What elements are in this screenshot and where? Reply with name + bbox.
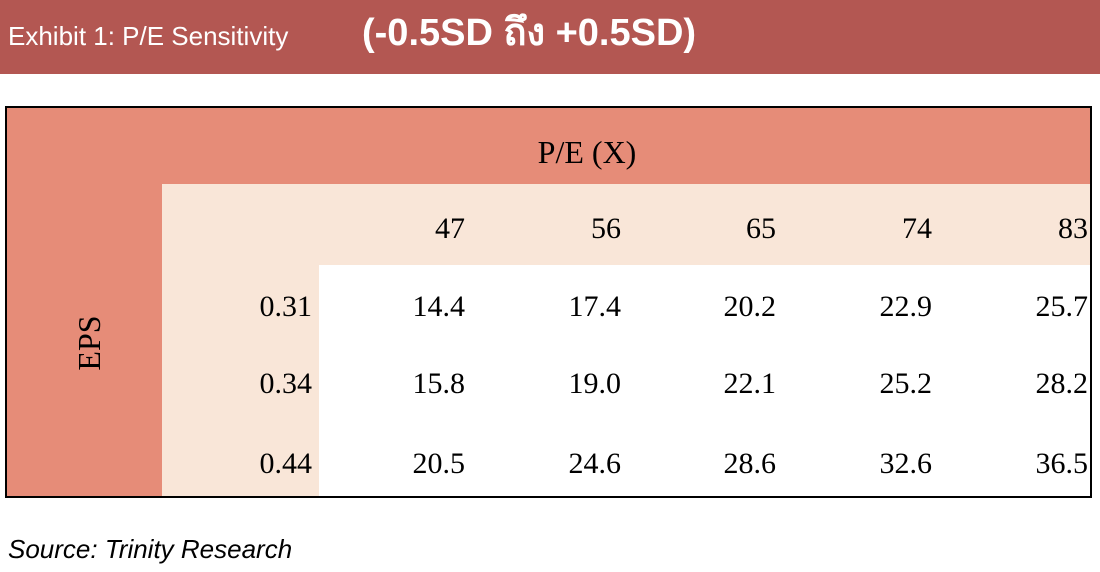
- table-cell: 25.7: [1035, 290, 1089, 323]
- table-cell: 14.4: [412, 290, 466, 323]
- table-body: [319, 265, 1090, 496]
- exhibit-title: Exhibit 1: P/E Sensitivity: [8, 21, 289, 51]
- table-cell: 22.9: [879, 290, 933, 323]
- eps-row-header: 0.44: [259, 447, 313, 480]
- pe-header-cell: 65: [746, 212, 776, 245]
- pe-header-cell: 83: [1058, 212, 1088, 245]
- table-cell: 22.1: [723, 367, 777, 400]
- table-cell: 17.4: [568, 290, 622, 323]
- exhibit-banner: Exhibit 1: P/E Sensitivity (-0.5SD ถึง +…: [0, 0, 1100, 74]
- eps-row-title: EPS: [71, 315, 107, 371]
- eps-row-header: 0.34: [259, 367, 313, 400]
- pe-header-cell: 47: [435, 212, 465, 245]
- pe-header-cell: 56: [591, 212, 621, 245]
- pe-header-cell: 74: [902, 212, 932, 245]
- table-cell: 25.2: [879, 367, 933, 400]
- table-cell: 20.5: [412, 447, 466, 480]
- source-note: Source: Trinity Research: [8, 534, 293, 564]
- table-cell: 19.0: [568, 367, 622, 400]
- eps-row-header: 0.31: [259, 290, 313, 323]
- table-cell: 36.5: [1035, 447, 1089, 480]
- table-cell: 28.2: [1035, 367, 1089, 400]
- table-cell: 28.6: [723, 447, 777, 480]
- table-cell: 32.6: [879, 447, 933, 480]
- exhibit-range: (-0.5SD ถึง +0.5SD): [362, 12, 697, 54]
- sensitivity-table: P/E (X) EPS 47 56 65 74 83 0.31 14.4 17.…: [5, 106, 1092, 498]
- pe-column-title: P/E (X): [537, 134, 637, 170]
- table-cell: 20.2: [723, 290, 777, 323]
- table-cell: 24.6: [568, 447, 622, 480]
- table-cell: 15.8: [412, 367, 466, 400]
